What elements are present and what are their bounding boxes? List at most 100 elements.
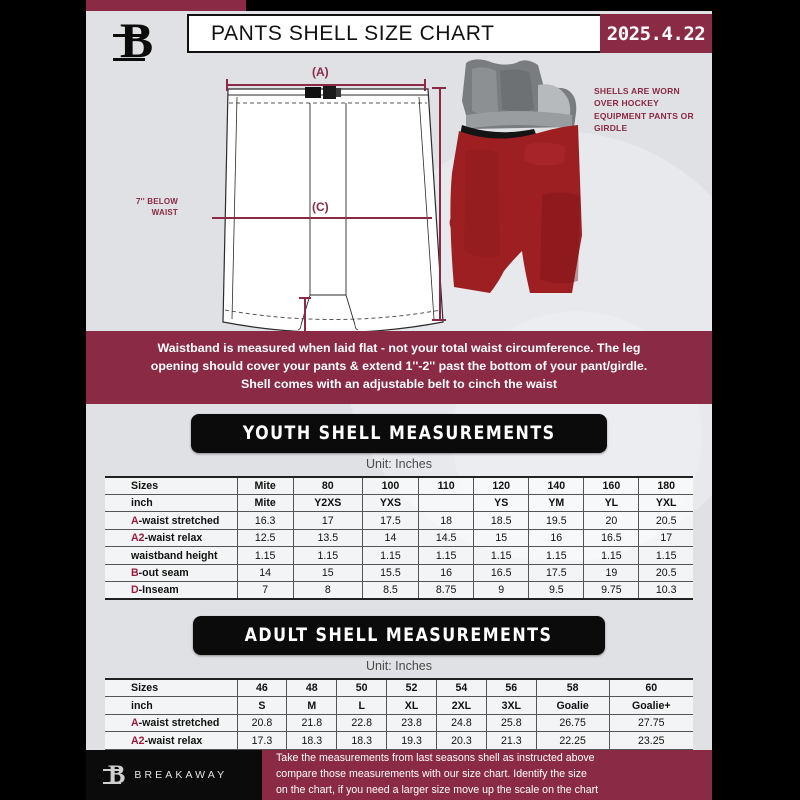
row-label-cell: waistband height [105, 546, 238, 565]
table-cell: XL [386, 696, 437, 715]
youth-table-body: Sizes Mite 80 100 110 120 140 160 180 inch Mite Y2X… [105, 475, 693, 601]
table-cell: 15 [292, 563, 363, 583]
row-label-cell: Sizes [105, 678, 238, 698]
row-label-cell: A-waist stretched [105, 713, 238, 733]
shell-product-photo [450, 59, 582, 293]
table-cell: 48 [286, 678, 338, 698]
table-cell: 10.3 [638, 581, 693, 601]
table-cell: 7 [236, 581, 294, 601]
measure-code: A2 [131, 734, 145, 747]
measure-b-tick-top [432, 87, 446, 89]
table-cell: YM [528, 493, 585, 513]
table-cell: 20 [583, 511, 640, 530]
table-cell: 18.3 [336, 731, 388, 750]
table-cell: 22.8 [336, 713, 388, 733]
adult-unit-label: Unit: Inches [365, 659, 432, 674]
table-cell: Y2XS [292, 493, 363, 513]
table-row: B-out seam 14 15 15.5 16 16.5 17.5 19 20.5 [105, 563, 693, 583]
table-cell: 52 [386, 678, 437, 698]
table-cell: 20.3 [436, 731, 487, 750]
table-cell: 2XL [436, 696, 487, 715]
table-cell: 17 [292, 511, 363, 530]
row-label-cell: A-waist stretched [105, 511, 238, 530]
table-cell: M [286, 696, 338, 715]
table-row: inch S M L XL 2XL 3XL Goalie Goalie+ [105, 696, 693, 715]
measure-code: A [131, 717, 139, 730]
adult-section-title-text: ADULT SHELL MEASUREMENTS [245, 624, 553, 647]
table-cell: 54 [436, 678, 487, 698]
measure-a-tick-left [226, 79, 228, 91]
table-cell: 12.5 [236, 528, 294, 548]
youth-unit-label: Unit: Inches [365, 456, 432, 471]
table-cell: 17 [638, 528, 693, 548]
page-title: PANTS SHELL SIZE CHART [187, 14, 600, 53]
footer-breakaway-b-icon: B [102, 760, 126, 789]
table-row: A2-waist relax 12.5 13.5 14 14.5 15 16 16.5 17 [105, 528, 693, 548]
measure-code: A2 [131, 532, 145, 545]
measure-d-line [304, 297, 306, 346]
row-label-cell: D-Inseam [105, 581, 238, 601]
table-cell: YS [473, 493, 530, 513]
shell-technical-drawing [222, 86, 444, 331]
measure-b-line [439, 87, 441, 321]
table-cell: YXS [361, 493, 420, 513]
table-cell: 140 [528, 475, 585, 495]
row-label-cell: B-out seam [105, 563, 238, 583]
table-cell: 13.5 [292, 528, 363, 548]
below-waist-note-line1: 7'' BELOW [135, 197, 178, 206]
footer-brand-name: BREAKAWAY [134, 769, 228, 781]
table-row: A-waist stretched 20.8 21.8 22.8 23.8 24.8 25.… [105, 713, 693, 733]
page-header: B PANTS SHELL SIZE CHART 2025.4.22 [86, 11, 712, 65]
table-cell: 17.5 [528, 563, 585, 583]
row-label-cell: inch [105, 696, 238, 715]
footer-line-3: on the chart, if you need a larger size … [276, 783, 599, 796]
table-cell: 1.15 [528, 546, 585, 565]
measurement-instruction-banner: Waistband is measured when laid flat - n… [86, 331, 712, 404]
page-title-text: PANTS SHELL SIZE CHART [211, 21, 495, 45]
table-cell: 19 [583, 563, 640, 583]
table-cell: 15 [473, 528, 530, 548]
table-cell: 180 [638, 475, 693, 495]
table-cell: 50 [336, 678, 388, 698]
banner-line-3: Shell comes with an adjustable belt to c… [240, 376, 558, 391]
adult-title-wrap: ADULT SHELL MEASUREMENTS [86, 606, 712, 656]
measure-code: A [131, 514, 139, 527]
table-cell: 1.15 [418, 546, 475, 565]
table-cell: 110 [418, 475, 475, 495]
breakaway-b-icon: B [112, 11, 154, 68]
revision-date-text: 2025.4.22 [606, 22, 706, 45]
table-cell: 9 [473, 581, 530, 601]
table-cell: 18.5 [473, 511, 530, 530]
table-cell: 16.3 [236, 511, 294, 530]
table-cell: Mite [236, 475, 294, 495]
footer-line-1: Take the measurements from last seasons … [276, 752, 595, 765]
size-chart-sheet: B PANTS SHELL SIZE CHART 2025.4.22 [86, 11, 712, 800]
table-cell: 9.75 [583, 581, 640, 601]
youth-section-title-text: YOUTH SHELL MEASUREMENTS [242, 421, 556, 444]
measure-c-line [212, 217, 432, 219]
page-footer: B BREAKAWAY Take the measurements from l… [86, 750, 712, 800]
table-cell: 25.8 [485, 713, 537, 733]
measure-code: D [131, 584, 139, 597]
table-cell: YL [583, 493, 640, 513]
table-row: A2-waist relax 17.3 18.3 18.3 19.3 20.3 21.3 22… [105, 731, 693, 750]
table-cell: 16.5 [473, 563, 530, 583]
table-row: A-waist stretched 16.3 17 17.5 18 18.5 19.5 20 2… [105, 511, 693, 530]
table-cell: 16 [528, 528, 585, 548]
table-row: Sizes 46 48 50 52 54 56 58 60 [105, 678, 693, 698]
table-cell: 9.5 [528, 581, 585, 601]
table-cell: 17.3 [236, 731, 288, 750]
table-cell: 8.5 [361, 581, 420, 601]
top-accent-strip [86, 0, 246, 11]
table-cell [418, 493, 475, 513]
measure-b-tick-bottom [432, 319, 446, 321]
measurement-diagram-area: (A) (B) (C) (D) 7'' BELOW WAIST [86, 57, 712, 346]
table-cell: 18 [418, 511, 475, 530]
table-cell: 17.5 [361, 511, 420, 530]
table-cell: 100 [361, 475, 420, 495]
table-cell: Goalie+ [608, 696, 693, 715]
table-cell: 20.5 [638, 563, 693, 583]
measure-d-tick-top [299, 297, 311, 299]
